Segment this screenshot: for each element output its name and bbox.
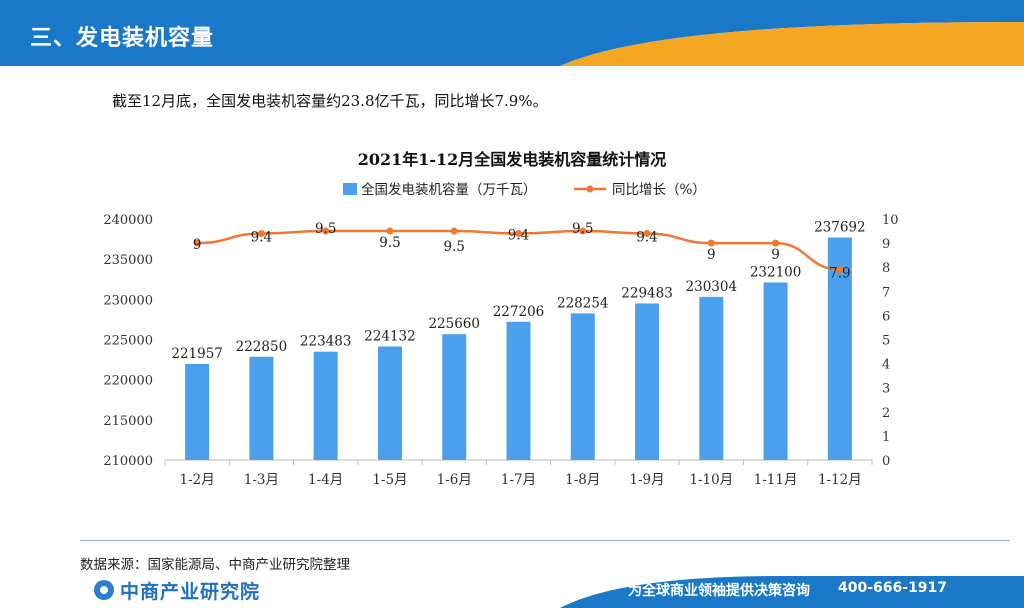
bar-value-label: 229483 [621, 285, 673, 301]
growth-value-label: 9 [707, 247, 716, 263]
growth-point [707, 239, 715, 247]
data-source: 数据来源：国家能源局、中商产业研究院整理 [80, 557, 350, 573]
bar-value-label: 222850 [236, 339, 288, 355]
y-left-tick-label: 220000 [103, 374, 153, 389]
summary-text: 截至12月底，全国发电装机容量约23.8亿千瓦，同比增长7.9%。 [112, 92, 548, 110]
growth-value-label: 9.5 [315, 221, 336, 237]
y-right-tick-label: 1 [882, 430, 890, 445]
bar [699, 296, 724, 460]
bar [249, 356, 274, 460]
growth-point [322, 227, 330, 235]
growth-value-label: 7.9 [829, 266, 850, 282]
growth-value-label: 9.4 [636, 229, 657, 245]
growth-value-label: 9.5 [443, 239, 464, 255]
x-tick-label: 1-5月 [372, 472, 407, 488]
y-right-tick-label: 9 [882, 237, 890, 252]
company-logo: 中商产业研究院 [94, 578, 261, 603]
legend-bar-swatch [343, 183, 357, 195]
growth-point [772, 239, 780, 247]
header-background [0, 0, 1024, 70]
bar [635, 303, 660, 460]
y-left-tick-label: 240000 [103, 213, 153, 228]
footer-phone: 400-666-1917 [838, 580, 948, 596]
header-banner: 三、发电装机容量 [0, 0, 1024, 70]
bar-value-label: 223483 [300, 334, 352, 350]
logo-text: 中商产业研究院 [120, 580, 261, 603]
y-left-tick-label: 210000 [103, 454, 153, 469]
y-right-tick-label: 7 [882, 285, 890, 300]
section-title: 三、发电装机容量 [30, 26, 215, 51]
growth-point [836, 266, 844, 274]
x-tick-label: 1-6月 [437, 472, 472, 488]
footer-bar [0, 574, 1024, 608]
growth-value-label: 9.4 [508, 227, 529, 243]
x-tick-label: 1-4月 [308, 472, 343, 488]
growth-value-label: 9.4 [251, 229, 272, 245]
growth-point [579, 227, 587, 235]
footer-background [0, 574, 1024, 608]
logo-icon [94, 580, 114, 600]
growth-value-label: 9.5 [379, 235, 400, 251]
bar [763, 282, 788, 460]
legend-line-marker [586, 185, 594, 193]
bar-value-label: 232100 [750, 264, 802, 280]
y-right-tick-label: 3 [882, 382, 890, 397]
bar [377, 346, 402, 460]
bar-value-label: 228254 [557, 295, 609, 311]
bar-value-label: 227206 [493, 304, 545, 320]
growth-point [193, 239, 201, 247]
growth-point [643, 229, 651, 237]
y-right-tick-label: 5 [882, 334, 890, 349]
chart-title: 2021年1-12月全国发电装机容量统计情况 [358, 150, 667, 169]
x-tick-label: 1-12月 [818, 472, 862, 488]
bar-value-label: 237692 [814, 220, 866, 236]
x-tick-label: 1-9月 [629, 472, 664, 488]
x-tick-label: 1-10月 [689, 472, 733, 488]
legend-line-label: 同比增长（%） [612, 182, 706, 198]
y-left-tick-label: 235000 [103, 253, 153, 268]
growth-point [386, 227, 394, 235]
y-right-tick-label: 2 [882, 406, 890, 421]
growth-value-label: 9 [193, 237, 202, 253]
divider-line [80, 540, 1010, 541]
growth-value-label: 9.5 [572, 221, 593, 237]
bar-value-label: 225660 [428, 316, 480, 332]
growth-point [450, 227, 458, 235]
y-right-tick-label: 0 [882, 454, 890, 469]
bar [185, 363, 210, 460]
bar-value-label: 230304 [686, 279, 738, 295]
growth-point [257, 229, 265, 237]
y-right-tick-label: 10 [882, 213, 899, 228]
bar [827, 237, 852, 460]
y-right-tick-label: 8 [882, 261, 890, 276]
bar [442, 334, 467, 460]
bar [506, 321, 531, 460]
legend-bar-label: 全国发电装机容量（万千瓦） [361, 181, 537, 198]
bar [313, 351, 338, 460]
x-tick-label: 1-2月 [180, 472, 215, 488]
y-left-tick-label: 230000 [103, 293, 153, 308]
x-tick-label: 1-7月 [501, 472, 536, 488]
growth-point [515, 229, 522, 237]
growth-value-label: 9 [771, 247, 780, 263]
bar-value-label: 224132 [364, 328, 416, 344]
x-tick-label: 1-8月 [565, 472, 600, 488]
y-right-tick-label: 4 [882, 358, 890, 373]
bar [570, 313, 595, 460]
x-tick-label: 1-11月 [754, 472, 798, 488]
y-left-tick-label: 225000 [103, 334, 153, 349]
x-tick-label: 1-3月 [244, 472, 279, 488]
footer-slogan: 为全球商业领袖提供决策咨询 [628, 583, 810, 599]
y-right-tick-label: 6 [882, 309, 890, 324]
bar-value-label: 221957 [171, 346, 223, 362]
y-left-tick-label: 215000 [103, 414, 153, 429]
